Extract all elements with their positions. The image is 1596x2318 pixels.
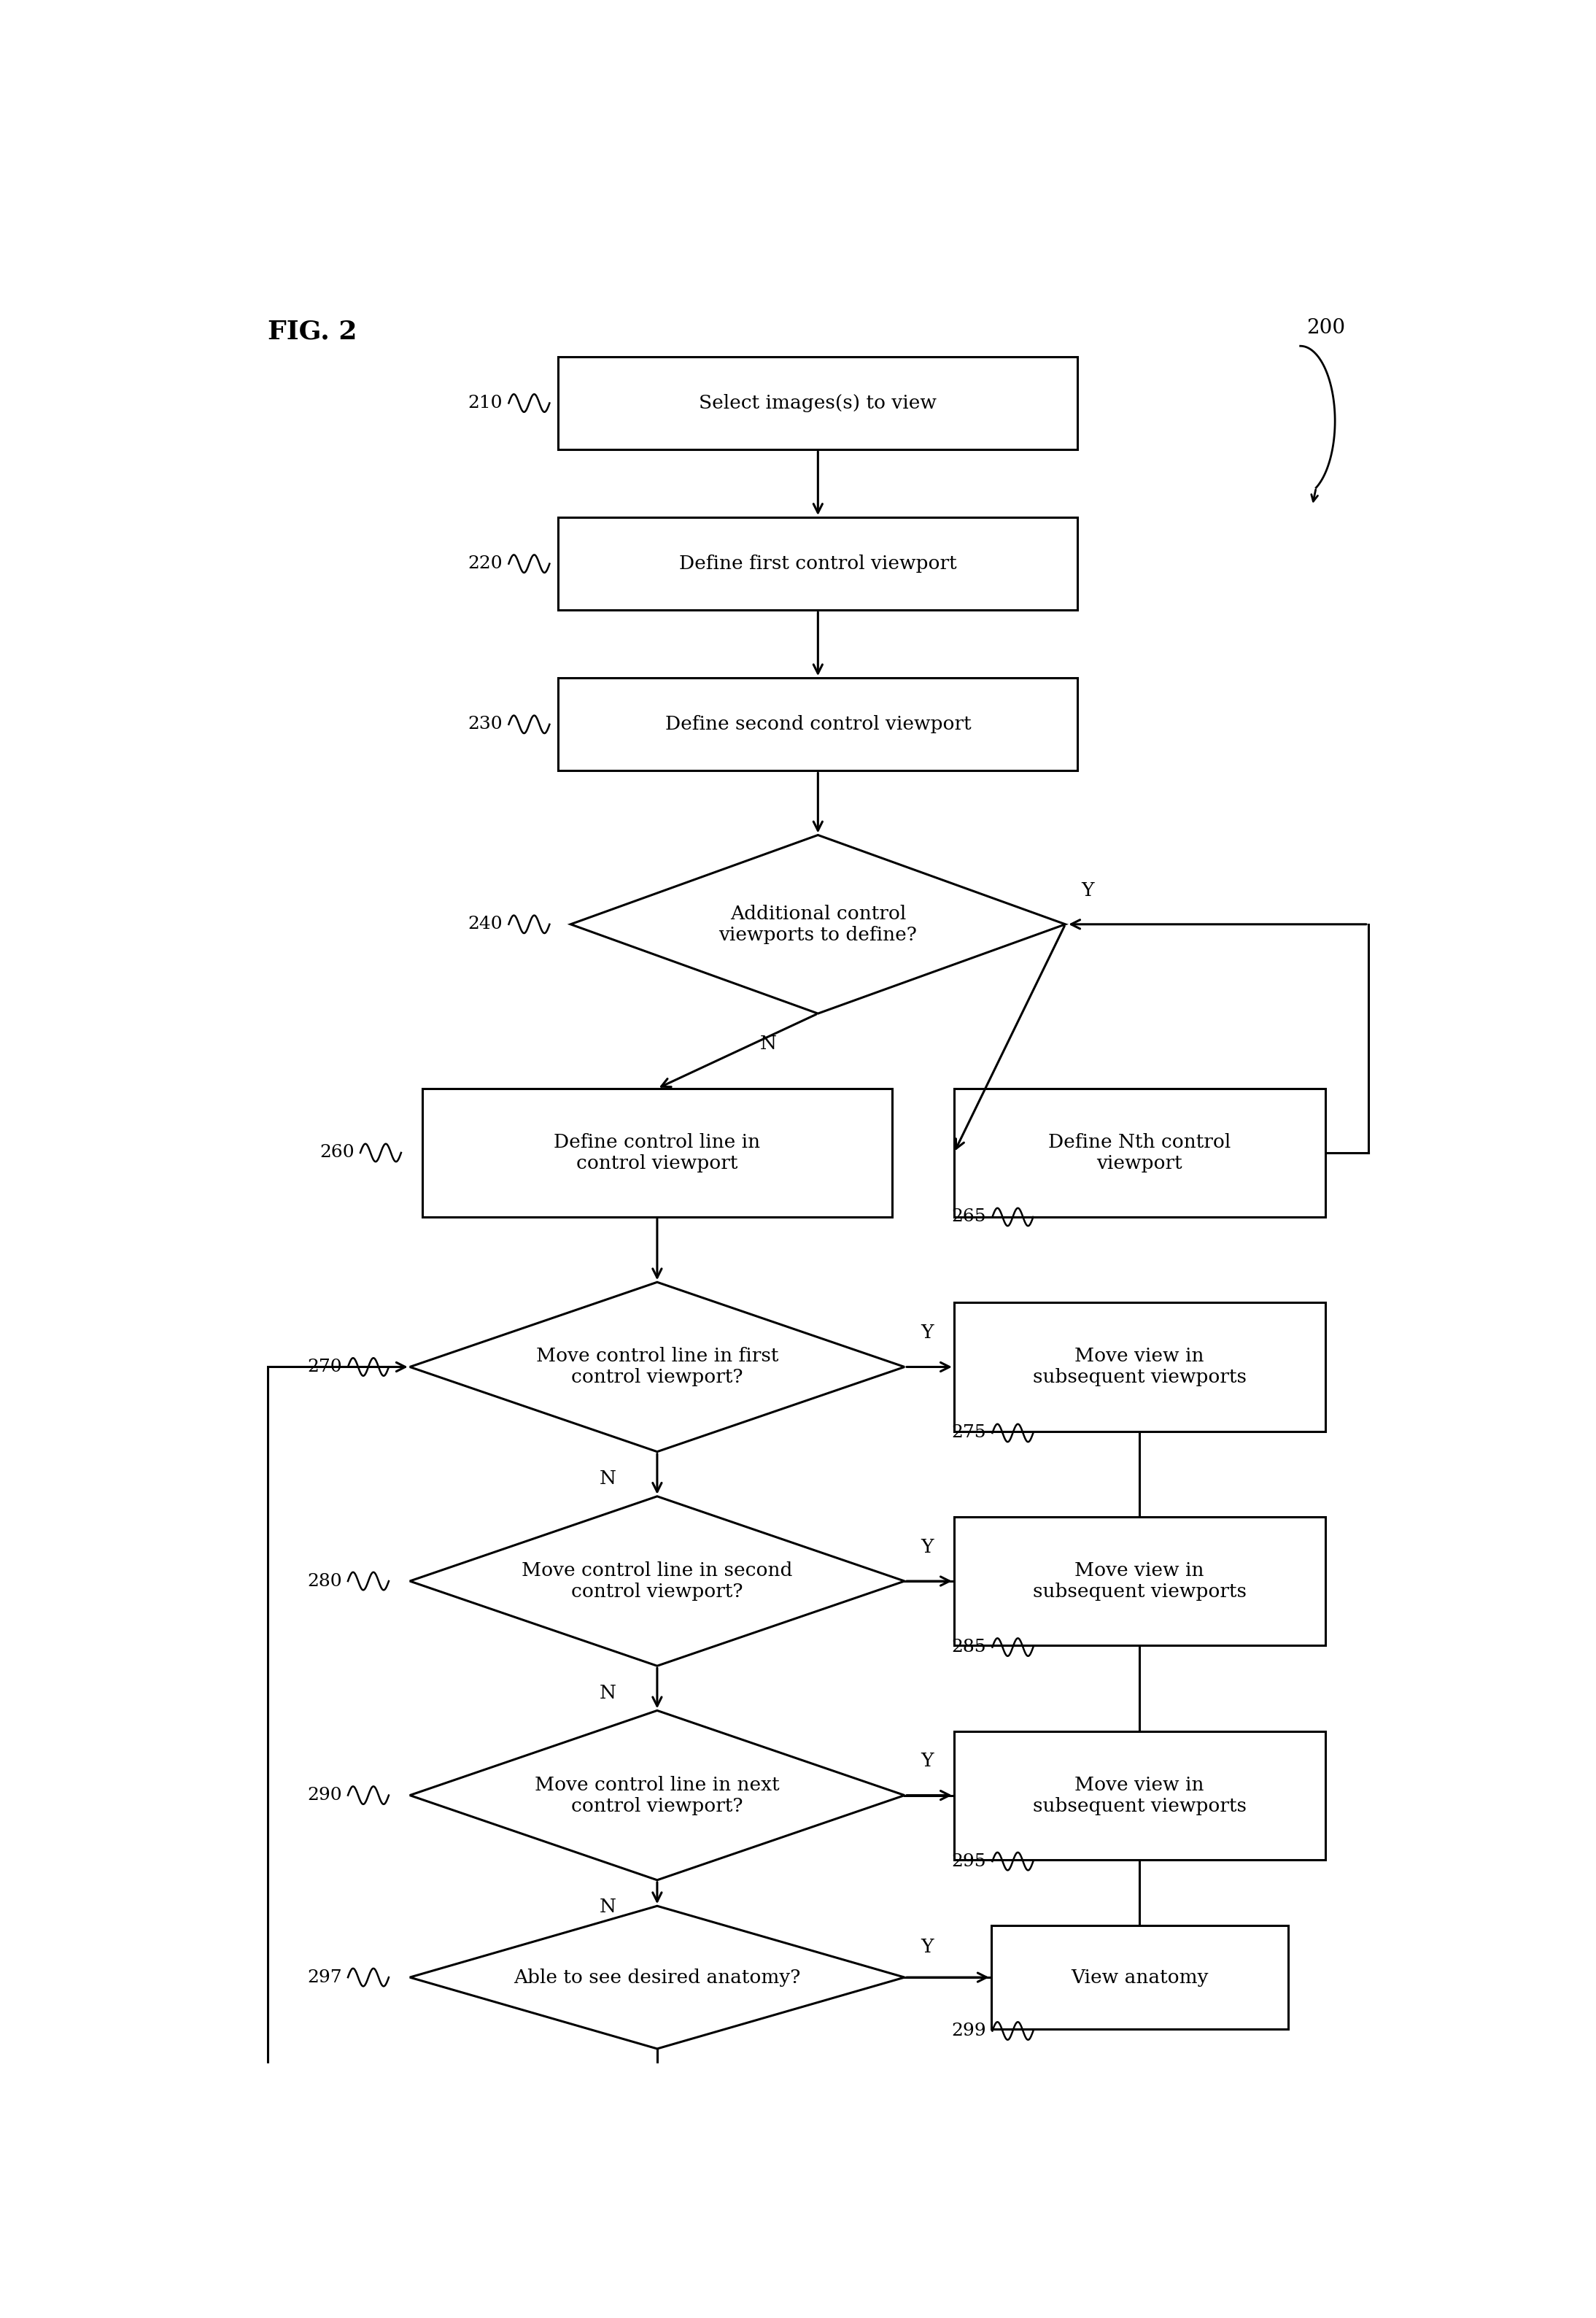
Text: Define second control viewport: Define second control viewport bbox=[666, 716, 970, 732]
Polygon shape bbox=[410, 1282, 905, 1451]
Text: Move control line in first
control viewport?: Move control line in first control viewp… bbox=[536, 1347, 779, 1386]
Text: View anatomy: View anatomy bbox=[1071, 1968, 1208, 1987]
Text: 297: 297 bbox=[306, 1968, 342, 1987]
Text: Move view in
subsequent viewports: Move view in subsequent viewports bbox=[1033, 1347, 1246, 1386]
Text: Y: Y bbox=[921, 1537, 934, 1555]
Text: 220: 220 bbox=[468, 556, 503, 573]
Text: Move control line in next
control viewport?: Move control line in next control viewpo… bbox=[535, 1776, 779, 1815]
Bar bbox=[559, 677, 1077, 772]
Text: 295: 295 bbox=[951, 1852, 986, 1871]
Polygon shape bbox=[410, 1711, 905, 1880]
Text: FIG. 2: FIG. 2 bbox=[268, 320, 358, 343]
Text: 290: 290 bbox=[306, 1787, 342, 1803]
Text: Move view in
subsequent viewports: Move view in subsequent viewports bbox=[1033, 1776, 1246, 1815]
Bar bbox=[559, 517, 1077, 610]
Bar bbox=[421, 1089, 892, 1217]
Text: Define control line in
control viewport: Define control line in control viewport bbox=[554, 1134, 760, 1173]
Text: 230: 230 bbox=[468, 716, 503, 732]
Text: N: N bbox=[598, 1683, 616, 1701]
Text: 260: 260 bbox=[319, 1145, 354, 1161]
Bar bbox=[954, 1516, 1325, 1646]
Text: Y: Y bbox=[921, 1938, 934, 1956]
Text: Move control line in second
control viewport?: Move control line in second control view… bbox=[522, 1562, 793, 1602]
Bar bbox=[954, 1089, 1325, 1217]
Text: Y: Y bbox=[921, 1324, 934, 1342]
Text: Y: Y bbox=[921, 1752, 934, 1771]
Text: Additional control
viewports to define?: Additional control viewports to define? bbox=[718, 904, 918, 943]
Text: 265: 265 bbox=[951, 1208, 986, 1226]
Text: 280: 280 bbox=[306, 1572, 342, 1590]
Text: Select images(s) to view: Select images(s) to view bbox=[699, 394, 937, 413]
Text: N: N bbox=[598, 1470, 616, 1488]
Polygon shape bbox=[571, 834, 1066, 1013]
Bar bbox=[559, 357, 1077, 450]
Text: N: N bbox=[760, 1034, 777, 1052]
Polygon shape bbox=[410, 1497, 905, 1667]
Polygon shape bbox=[410, 1905, 905, 2049]
Text: 200: 200 bbox=[1307, 318, 1345, 338]
Bar bbox=[954, 1732, 1325, 1859]
Text: Y: Y bbox=[1082, 881, 1095, 899]
Text: N: N bbox=[598, 1898, 616, 1917]
Text: 285: 285 bbox=[951, 1639, 986, 1655]
Bar bbox=[991, 1926, 1288, 2028]
Text: 240: 240 bbox=[468, 916, 503, 932]
Text: 275: 275 bbox=[951, 1426, 986, 1442]
Text: 210: 210 bbox=[468, 394, 503, 413]
Text: 299: 299 bbox=[951, 2024, 986, 2040]
Text: 270: 270 bbox=[306, 1358, 342, 1375]
Text: Move view in
subsequent viewports: Move view in subsequent viewports bbox=[1033, 1562, 1246, 1602]
Text: Define Nth control
viewport: Define Nth control viewport bbox=[1049, 1134, 1231, 1173]
Text: Define first control viewport: Define first control viewport bbox=[680, 554, 956, 573]
Bar bbox=[954, 1303, 1325, 1430]
Text: Able to see desired anatomy?: Able to see desired anatomy? bbox=[514, 1968, 801, 1987]
